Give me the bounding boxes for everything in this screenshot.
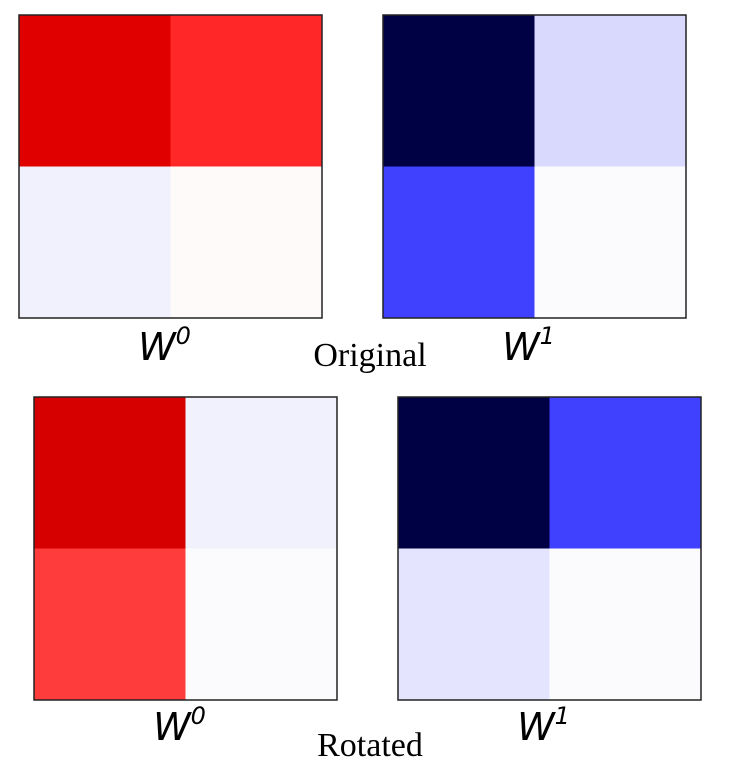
heatmap-cell: [534, 15, 687, 167]
heatmap-frame: [18, 14, 323, 319]
heatmap-cell: [34, 397, 186, 549]
heatmap-cell: [398, 548, 550, 701]
panel-label: W1: [517, 702, 570, 749]
panel-label-base: W: [517, 705, 556, 749]
heatmap-cell: [383, 15, 535, 167]
heatmap-cell: [185, 397, 338, 549]
heatmap-cell: [383, 166, 535, 319]
heatmap-panel: W0: [18, 14, 323, 369]
heatmap-panel: W1: [382, 14, 687, 369]
heatmap-cell: [19, 15, 171, 167]
group-title: Original: [313, 337, 426, 374]
panel-label-base: W: [153, 705, 192, 749]
panel-label: W0: [138, 322, 191, 369]
heatmap-cell: [534, 166, 687, 319]
panel-label-base: W: [138, 325, 177, 369]
heatmap-frame: [33, 396, 338, 701]
heatmap-cell: [549, 397, 702, 549]
group-title: Rotated: [317, 727, 423, 764]
heatmap-frame: [382, 14, 687, 319]
panel-label-superscript: 1: [540, 322, 555, 350]
heatmap-cell: [549, 548, 702, 701]
heatmap-cell: [398, 397, 550, 549]
heatmap-frame: [397, 396, 702, 701]
heatmap-panel: W1: [397, 396, 702, 749]
panel-label-superscript: 0: [176, 322, 191, 350]
heatmap-cell: [19, 166, 171, 319]
panel-label-base: W: [502, 325, 541, 369]
heatmap-cell: [170, 15, 323, 167]
heatmap-cell: [185, 548, 338, 701]
panel-label-superscript: 1: [555, 702, 570, 730]
heatmap-panel: W0: [33, 396, 338, 749]
heatmap-cell: [34, 548, 186, 701]
panel-label: W1: [502, 322, 555, 369]
panel-label-superscript: 0: [191, 702, 206, 730]
heatmap-cell: [170, 166, 323, 319]
panel-label: W0: [153, 702, 206, 749]
